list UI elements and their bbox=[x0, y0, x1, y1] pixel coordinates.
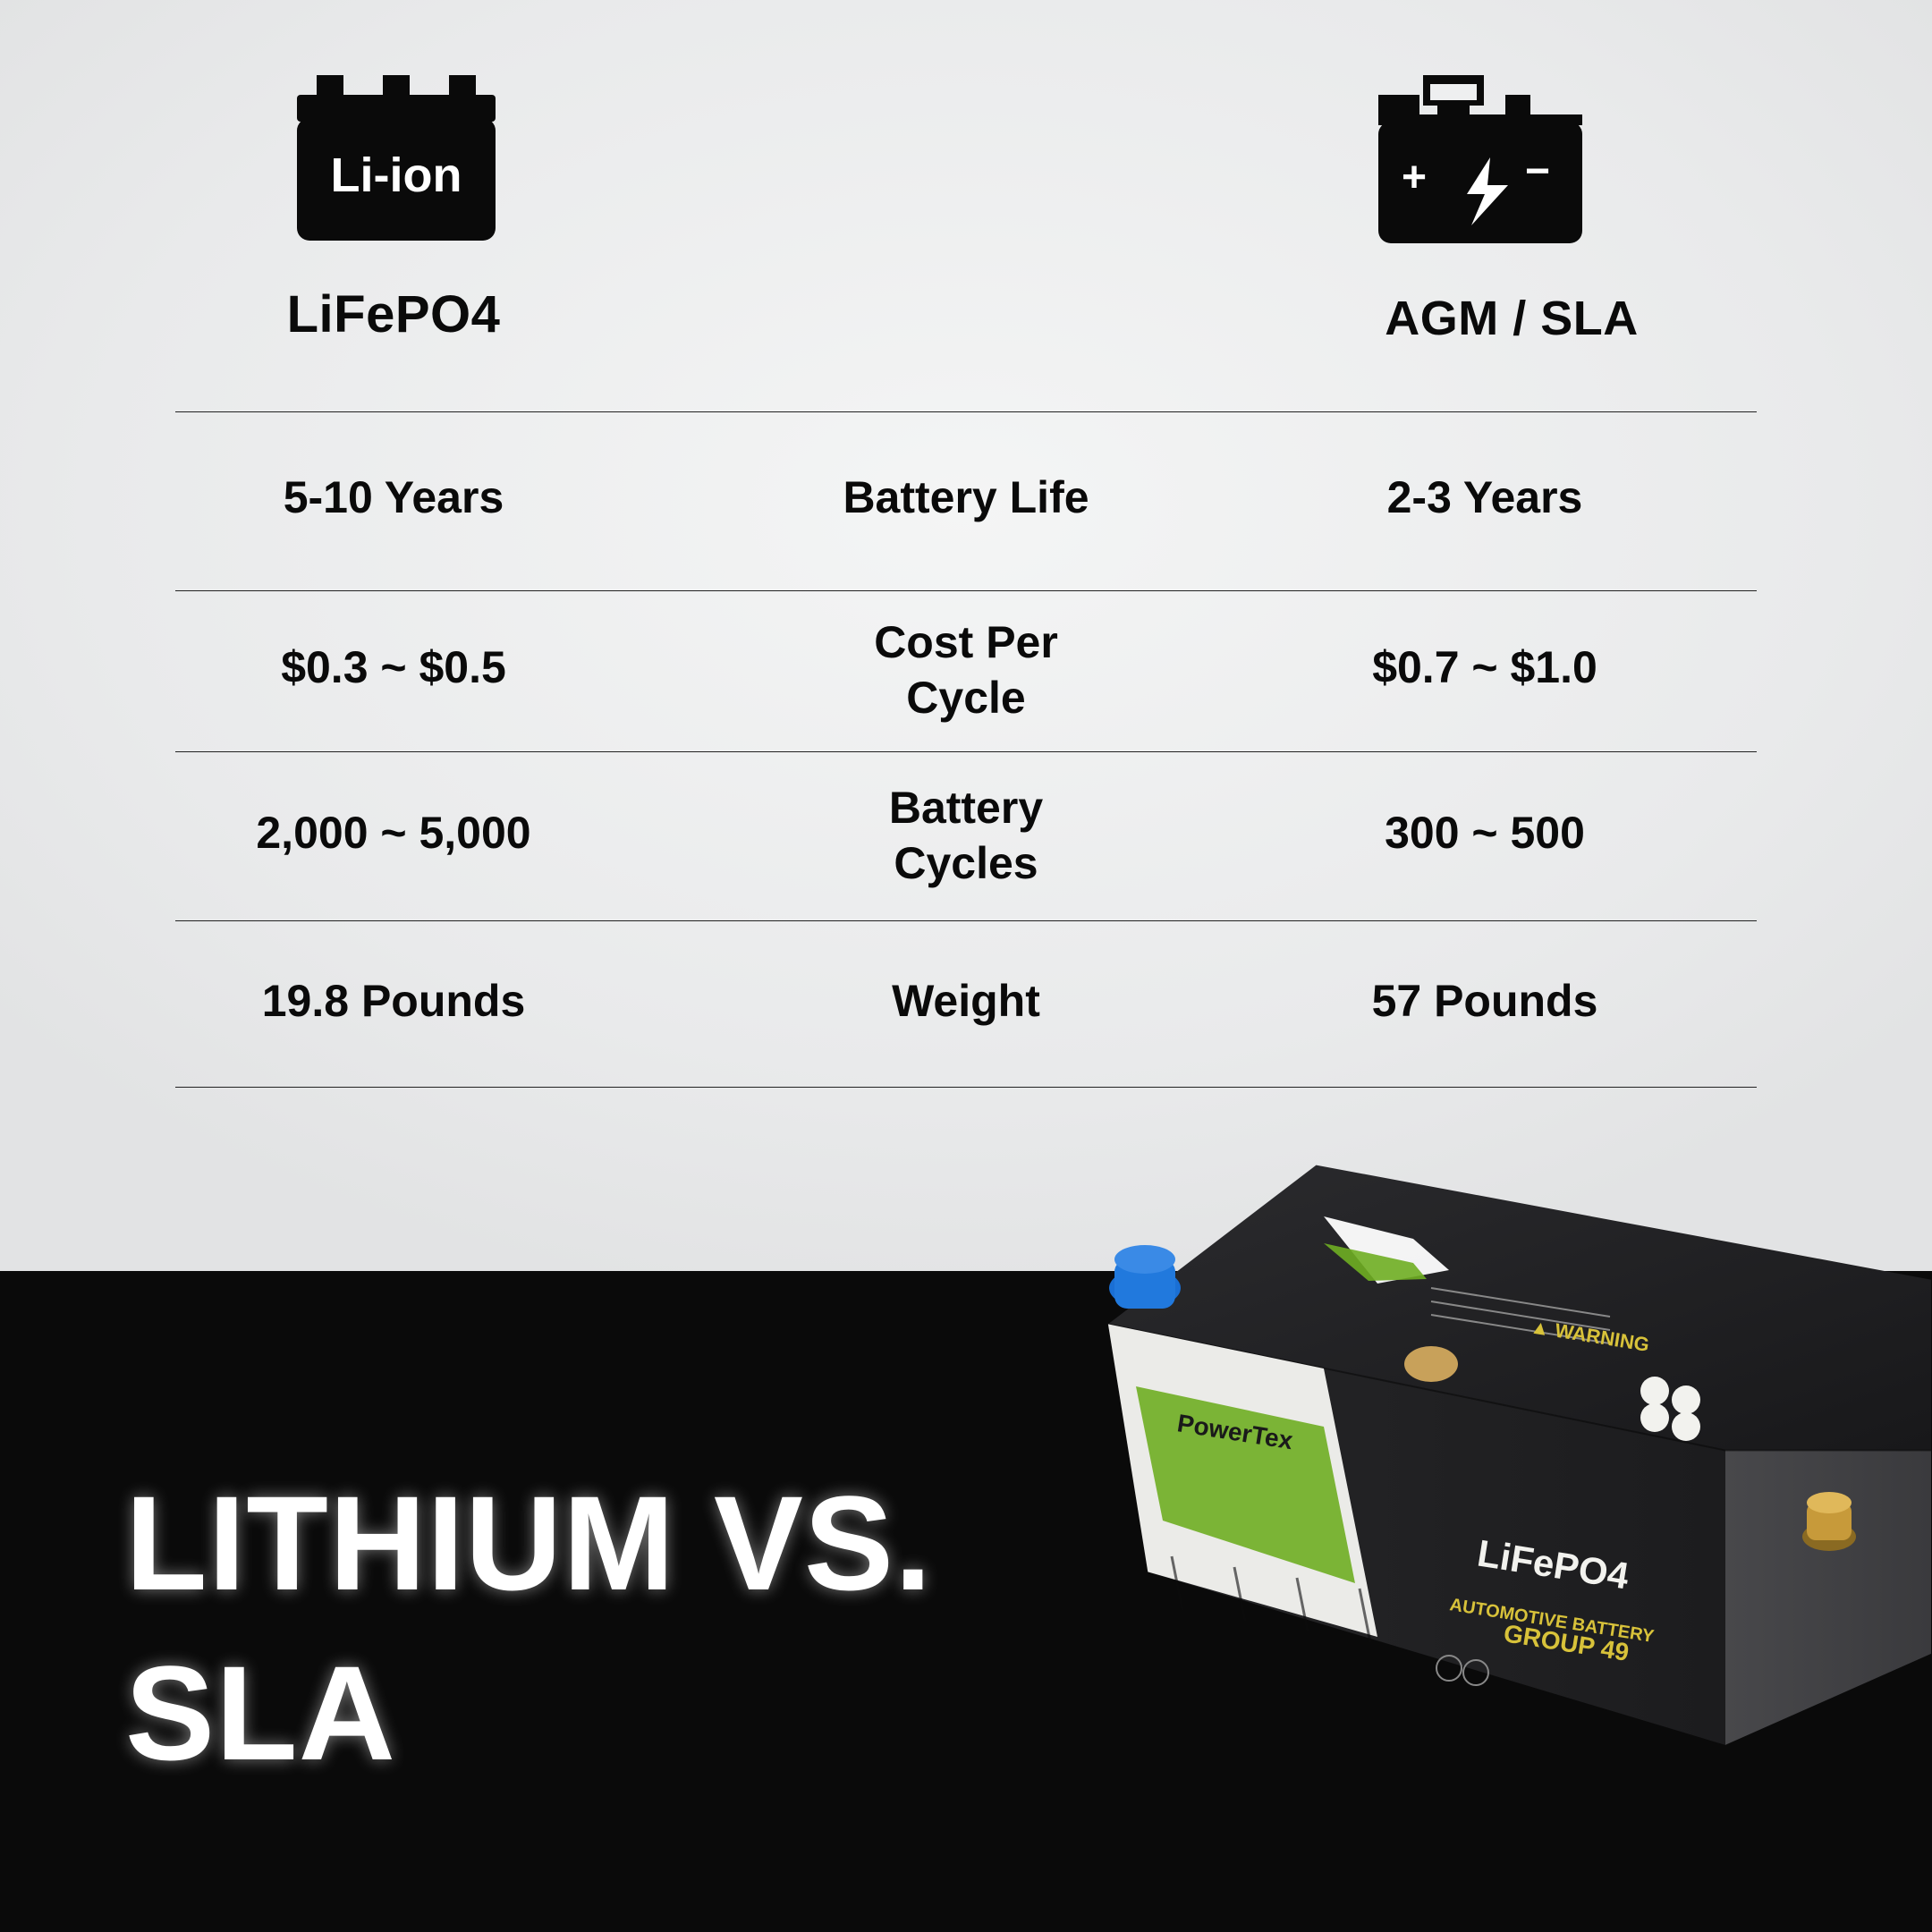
svg-text:−: − bbox=[1525, 148, 1550, 195]
svg-text:Li-ion: Li-ion bbox=[331, 148, 462, 202]
svg-text:+: + bbox=[1402, 154, 1427, 201]
